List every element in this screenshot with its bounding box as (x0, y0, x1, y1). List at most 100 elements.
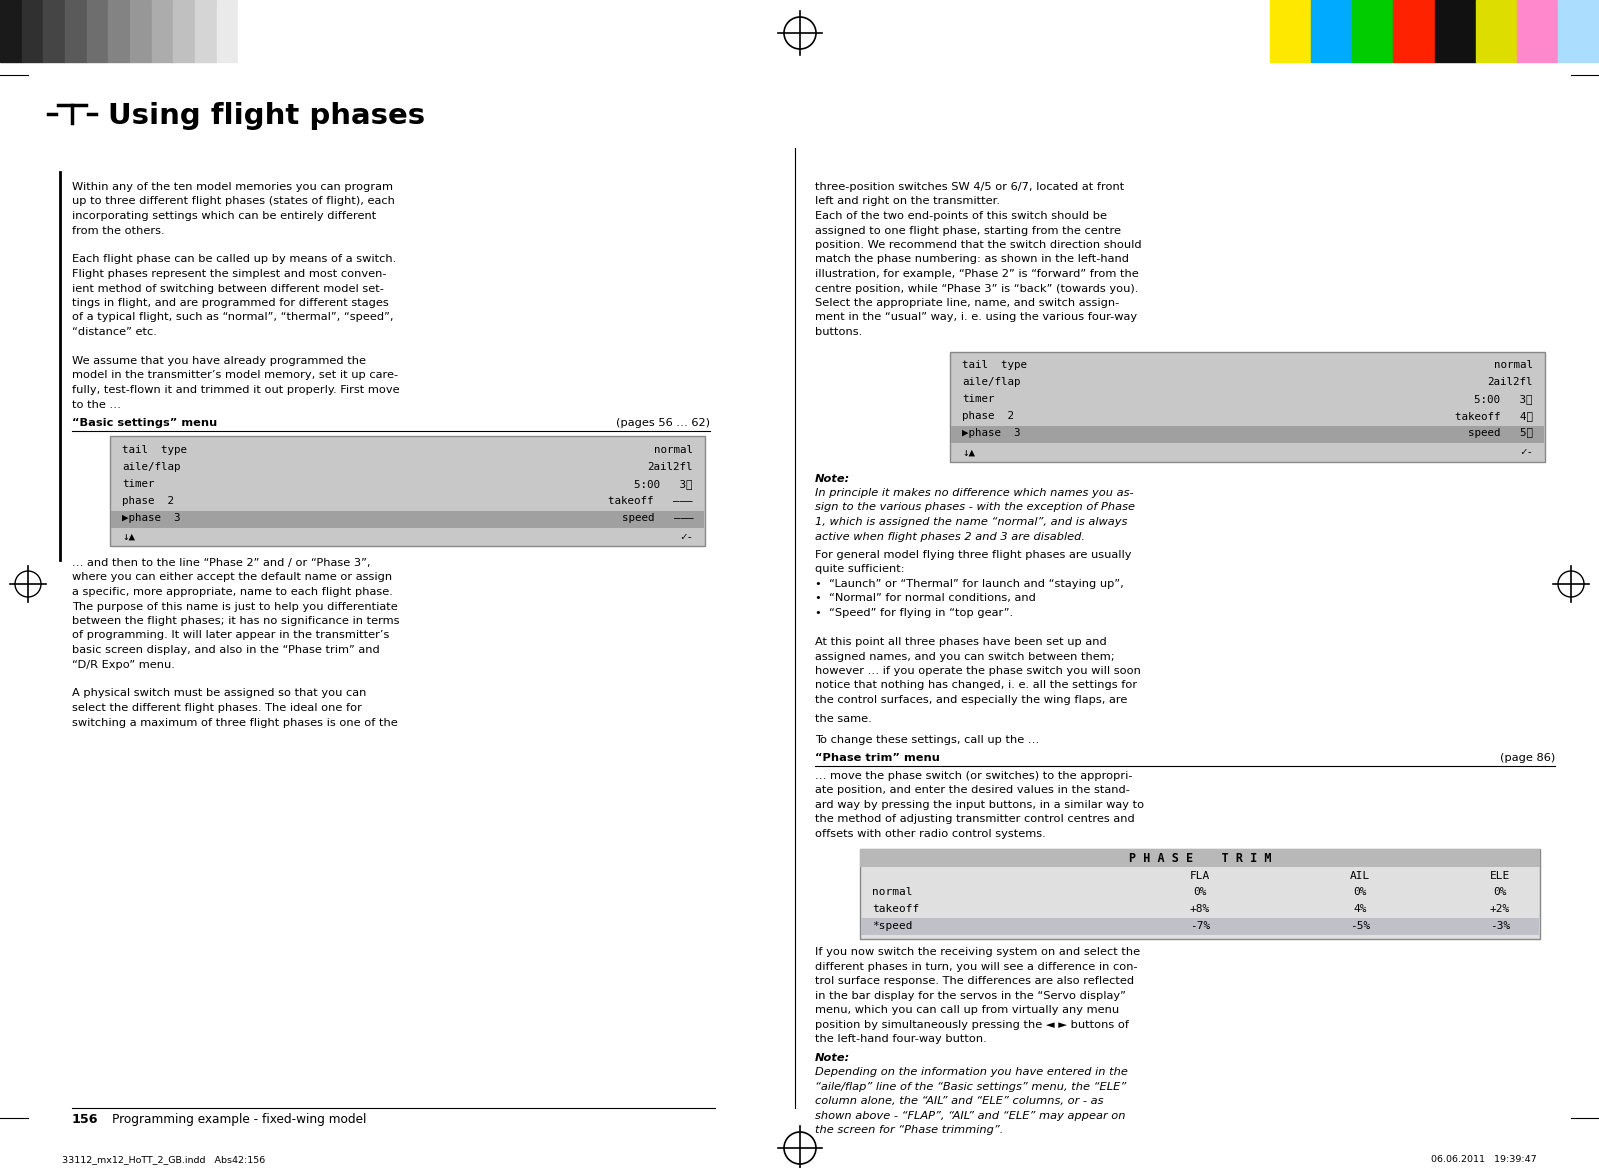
Text: sign to the various phases - with the exception of Phase: sign to the various phases - with the ex… (815, 502, 1135, 513)
Text: 5:00   3⤵: 5:00 3⤵ (635, 479, 692, 489)
Text: The purpose of this name is just to help you differentiate: The purpose of this name is just to help… (72, 602, 398, 612)
Bar (950, 352, 1545, 461)
Text: “Phase trim” menu: “Phase trim” menu (815, 752, 940, 763)
Text: different phases in turn, you will see a difference in con-: different phases in turn, you will see a… (815, 961, 1137, 972)
Text: shown above - “FLAP”, “AIL” and “ELE” may appear on: shown above - “FLAP”, “AIL” and “ELE” ma… (815, 1111, 1126, 1121)
Text: +8%: +8% (1190, 904, 1210, 915)
Text: (pages 56 … 62): (pages 56 … 62) (616, 418, 710, 427)
Bar (22, 0, 43, 62)
Text: “distance” etc.: “distance” etc. (72, 327, 157, 338)
Bar (1434, 0, 1476, 62)
Text: 0%: 0% (1353, 888, 1367, 897)
Text: phase  2: phase 2 (963, 411, 1014, 422)
Bar (66, 0, 86, 62)
Text: “D/R Expo” menu.: “D/R Expo” menu. (72, 660, 174, 669)
Text: -3%: -3% (1490, 922, 1509, 931)
Text: from the others.: from the others. (72, 225, 165, 236)
Text: illustration, for example, “Phase 2” is “forward” from the: illustration, for example, “Phase 2” is … (815, 269, 1138, 279)
Bar (1353, 0, 1393, 62)
Text: To change these settings, call up the …: To change these settings, call up the … (815, 735, 1039, 745)
Text: A physical switch must be assigned so that you can: A physical switch must be assigned so th… (72, 688, 366, 698)
Text: ✓-: ✓- (680, 531, 692, 542)
Text: column alone, the “AIL” and “ELE” columns, or - as: column alone, the “AIL” and “ELE” column… (815, 1097, 1103, 1106)
Text: Using flight phases: Using flight phases (109, 102, 425, 130)
Text: 156: 156 (72, 1113, 99, 1126)
Text: In principle it makes no difference which names you as-: In principle it makes no difference whic… (815, 488, 1134, 498)
Bar (152, 0, 173, 62)
Text: quite sufficient:: quite sufficient: (815, 564, 905, 575)
Text: fully, test-flown it and trimmed it out properly. First move: fully, test-flown it and trimmed it out … (72, 385, 400, 395)
Text: left and right on the transmitter.: left and right on the transmitter. (815, 196, 999, 207)
Text: FLA: FLA (1190, 871, 1210, 881)
Text: however … if you operate the phase switch you will soon: however … if you operate the phase switc… (815, 666, 1140, 676)
Text: •  “Launch” or “Thermal” for launch and “staying up”,: • “Launch” or “Thermal” for launch and “… (815, 579, 1124, 589)
Text: ELE: ELE (1490, 871, 1509, 881)
Text: up to three different flight phases (states of flight), each: up to three different flight phases (sta… (72, 196, 395, 207)
Text: •  “Normal” for normal conditions, and: • “Normal” for normal conditions, and (815, 593, 1036, 604)
Bar (173, 0, 195, 62)
Text: Programming example - fixed-wing model: Programming example - fixed-wing model (112, 1113, 366, 1126)
Text: aile/flap: aile/flap (122, 461, 181, 472)
Text: P H A S E    T R I M: P H A S E T R I M (1129, 851, 1271, 864)
Text: a specific, more appropriate, name to each flight phase.: a specific, more appropriate, name to ea… (72, 588, 393, 597)
Text: Note:: Note: (815, 473, 851, 484)
Bar (951, 426, 1545, 443)
Text: 06.06.2011   19:39:47: 06.06.2011 19:39:47 (1431, 1155, 1537, 1164)
Text: the method of adjusting transmitter control centres and: the method of adjusting transmitter cont… (815, 814, 1135, 825)
Bar (860, 849, 1540, 868)
Text: ▶phase  3: ▶phase 3 (963, 429, 1020, 438)
Bar (110, 436, 705, 545)
Text: assigned to one flight phase, starting from the centre: assigned to one flight phase, starting f… (815, 225, 1121, 236)
Bar (1393, 0, 1434, 62)
Text: takeoff: takeoff (871, 904, 919, 915)
Text: basic screen display, and also in the “Phase trim” and: basic screen display, and also in the “P… (72, 645, 379, 655)
Text: ↓▲: ↓▲ (122, 531, 134, 542)
Text: switching a maximum of three flight phases is one of the: switching a maximum of three flight phas… (72, 717, 398, 728)
Text: the left-hand four-way button.: the left-hand four-way button. (815, 1034, 987, 1044)
Text: We assume that you have already programmed the: We assume that you have already programm… (72, 356, 366, 366)
Text: normal: normal (654, 445, 692, 456)
Text: the screen for “Phase trimming”.: the screen for “Phase trimming”. (815, 1125, 1004, 1135)
Text: ard way by pressing the input buttons, in a similar way to: ard way by pressing the input buttons, i… (815, 800, 1145, 809)
Text: match the phase numbering: as shown in the left-hand: match the phase numbering: as shown in t… (815, 255, 1129, 264)
Text: Note:: Note: (815, 1052, 851, 1063)
Text: tail  type: tail type (122, 445, 187, 456)
Text: AIL: AIL (1350, 871, 1370, 881)
Bar (86, 0, 109, 62)
Text: 0%: 0% (1493, 888, 1506, 897)
Bar (238, 0, 261, 62)
Text: buttons.: buttons. (815, 327, 862, 338)
Text: … move the phase switch (or switches) to the appropri-: … move the phase switch (or switches) to… (815, 771, 1132, 780)
Bar (217, 0, 238, 62)
Text: ▶phase  3: ▶phase 3 (122, 513, 181, 523)
Bar (1557, 0, 1599, 62)
Text: the control surfaces, and especially the wing flaps, are: the control surfaces, and especially the… (815, 695, 1127, 705)
Text: Within any of the ten model memories you can program: Within any of the ten model memories you… (72, 182, 393, 192)
Bar (1517, 0, 1557, 62)
Text: speed   5⤵: speed 5⤵ (1468, 429, 1533, 438)
Text: position. We recommend that the switch direction should: position. We recommend that the switch d… (815, 239, 1142, 250)
Text: incorporating settings which can be entirely different: incorporating settings which can be enti… (72, 211, 376, 221)
Text: centre position, while “Phase 3” is “back” (towards you).: centre position, while “Phase 3” is “bac… (815, 284, 1138, 293)
Text: 5:00   3⤵: 5:00 3⤵ (1474, 395, 1533, 404)
Text: select the different flight phases. The ideal one for: select the different flight phases. The … (72, 703, 361, 712)
Text: If you now switch the receiving system on and select the: If you now switch the receiving system o… (815, 947, 1140, 958)
Text: of programming. It will later appear in the transmitter’s: of programming. It will later appear in … (72, 631, 390, 640)
Text: assigned names, and you can switch between them;: assigned names, and you can switch betwe… (815, 652, 1115, 661)
Bar (43, 0, 66, 62)
Text: 33112_mx12_HoTT_2_GB.indd   Abs42:156: 33112_mx12_HoTT_2_GB.indd Abs42:156 (62, 1155, 265, 1164)
Text: -7%: -7% (1190, 922, 1210, 931)
Bar (109, 0, 130, 62)
Text: in the bar display for the servos in the “Servo display”: in the bar display for the servos in the… (815, 990, 1126, 1001)
Text: Depending on the information you have entered in the: Depending on the information you have en… (815, 1068, 1127, 1077)
Text: 2ail2fl: 2ail2fl (1487, 377, 1533, 388)
Text: “aile/flap” line of the “Basic settings” menu, the “ELE”: “aile/flap” line of the “Basic settings”… (815, 1082, 1126, 1092)
Text: takeoff   ———: takeoff ——— (609, 495, 692, 506)
Text: takeoff   4⤵: takeoff 4⤵ (1455, 411, 1533, 422)
Text: normal: normal (871, 888, 913, 897)
Text: where you can either accept the default name or assign: where you can either accept the default … (72, 572, 392, 583)
Text: Select the appropriate line, name, and switch assign-: Select the appropriate line, name, and s… (815, 298, 1119, 308)
Bar (1311, 0, 1353, 62)
Text: trol surface response. The differences are also reflected: trol surface response. The differences a… (815, 976, 1134, 986)
Bar (1476, 0, 1517, 62)
